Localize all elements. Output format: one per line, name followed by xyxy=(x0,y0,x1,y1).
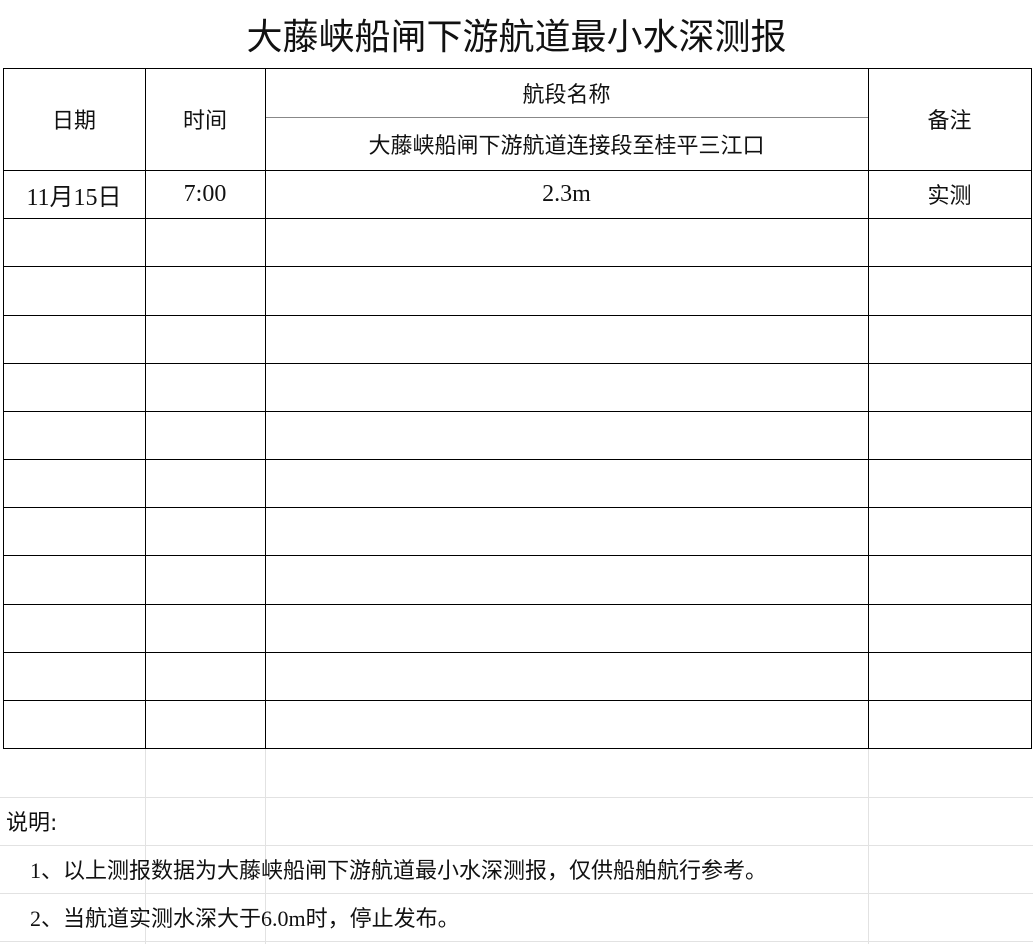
row-divider xyxy=(3,411,1031,412)
page-title: 大藤峡船闸下游航道最小水深测报 xyxy=(246,17,787,58)
row-divider xyxy=(3,170,1031,171)
column-divider xyxy=(3,68,4,749)
cell-date[interactable]: 11月15日 xyxy=(26,184,122,211)
header-section-name: 大藤峡船闸下游航道连接段至桂平三江口 xyxy=(368,133,765,159)
row-divider xyxy=(3,652,1031,653)
gridline xyxy=(0,845,1033,846)
row-divider xyxy=(3,748,1031,749)
header-date: 日期 xyxy=(51,109,96,134)
column-divider xyxy=(265,68,266,749)
header-section-group: 航段名称 xyxy=(522,82,611,108)
row-divider xyxy=(3,315,1031,316)
gridline xyxy=(868,748,869,944)
row-divider xyxy=(3,266,1031,267)
header-remark: 备注 xyxy=(927,109,972,134)
row-divider xyxy=(3,459,1031,460)
notes-label: 说明: xyxy=(6,811,58,836)
cell-time[interactable]: 7:00 xyxy=(183,180,227,207)
column-divider xyxy=(868,68,869,749)
column-divider xyxy=(1031,68,1032,749)
gridline xyxy=(0,893,1033,894)
header-time: 时间 xyxy=(182,109,227,134)
gridline xyxy=(0,797,1033,798)
row-divider xyxy=(3,507,1031,508)
gridline xyxy=(0,941,1033,942)
gridline xyxy=(145,748,146,944)
row-divider xyxy=(3,604,1031,605)
note-item: 1、以上测报数据为大藤峡船闸下游航道最小水深测报，仅供船舶航行参考。 xyxy=(30,858,768,883)
row-divider xyxy=(3,218,1031,219)
cell-depth[interactable]: 2.3m xyxy=(542,180,591,207)
row-divider xyxy=(3,555,1031,556)
row-divider xyxy=(3,363,1031,364)
note-item: 2、当航道实测水深大于6.0m时，停止发布。 xyxy=(30,906,460,931)
header-divider xyxy=(265,117,868,118)
table-border xyxy=(3,68,1031,69)
column-divider xyxy=(145,68,146,749)
cell-remark[interactable]: 实测 xyxy=(927,184,972,209)
row-divider xyxy=(3,700,1031,701)
gridline xyxy=(265,748,266,944)
